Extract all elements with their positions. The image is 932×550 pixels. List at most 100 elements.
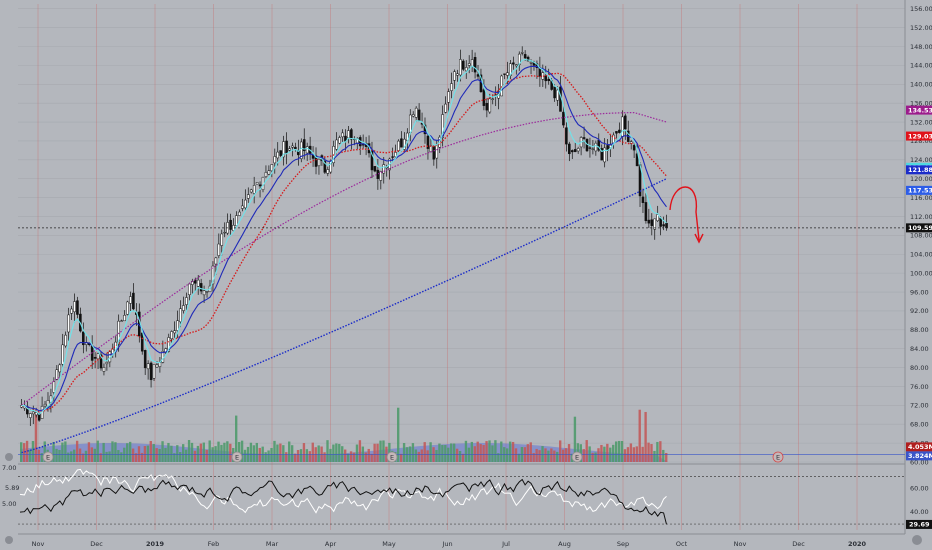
drawn-annotations[interactable] <box>18 186 905 455</box>
volume-bar <box>508 441 512 462</box>
candle-body <box>394 152 397 158</box>
volume-bar <box>614 441 618 462</box>
candle-body <box>376 169 380 179</box>
volume-bar <box>202 442 205 462</box>
time-axis[interactable]: Nov Dec 2019 Feb Mar Apr May Jun Jul Aug Sep Oct Nov… <box>32 540 867 548</box>
time-axis-label: 2019 <box>146 540 165 548</box>
candle-body <box>264 172 268 177</box>
price-tag-label: 3.824M <box>908 452 932 460</box>
volume-bar <box>373 443 376 462</box>
volume-bar <box>491 445 494 462</box>
earnings-marker-label: E <box>776 453 780 461</box>
volume-bar <box>117 450 120 462</box>
scroll-left-icon[interactable] <box>5 536 13 544</box>
scroll-left-icon[interactable] <box>5 453 13 461</box>
candle-body <box>441 114 444 139</box>
volume-bar <box>538 450 541 462</box>
volume-bar <box>308 451 312 462</box>
settings-gear-icon[interactable] <box>912 535 922 545</box>
volume-bar <box>488 440 491 462</box>
volume-bar <box>143 446 147 462</box>
volume-bar <box>126 443 129 462</box>
candle-body <box>67 314 70 333</box>
volume-bar <box>302 443 306 462</box>
price-tick-label: 88.00 <box>910 326 929 334</box>
volume-bar <box>229 443 232 462</box>
candle-body <box>482 89 486 106</box>
earnings-marker-label: E <box>390 453 394 461</box>
volume-bar <box>267 450 270 462</box>
volume-bar <box>31 441 35 462</box>
oscillator-pane: 7.00 5.89 5.00 60.00 40.00 29.69 <box>2 464 932 529</box>
price-tag <box>906 165 932 175</box>
candle-body <box>270 164 274 172</box>
volume-bar <box>146 445 150 462</box>
candle-body <box>529 62 533 64</box>
volume-bar <box>123 447 126 462</box>
earnings-marker <box>42 451 54 463</box>
price-axis[interactable]: 156.00 152.00 148.00 144.00 140.00 136.00 132.… <box>910 5 932 466</box>
price-tag <box>906 223 932 233</box>
candle-body <box>220 233 224 246</box>
volume-bar <box>64 441 67 462</box>
volume-bar <box>273 440 276 462</box>
volume-bar <box>470 441 474 462</box>
price-tick-label: 96.00 <box>910 288 929 296</box>
projection-arrowhead <box>694 233 704 244</box>
volume-bar <box>323 452 326 462</box>
volume-bar <box>317 445 320 462</box>
volume-bar <box>500 441 503 462</box>
volume-bar <box>205 449 208 462</box>
oscillator-main-line <box>19 478 667 525</box>
volume-bar <box>497 453 500 462</box>
volume-bar <box>414 449 418 462</box>
price-tick-label: 152.00 <box>910 24 932 32</box>
price-tick-label: 128.00 <box>910 137 932 145</box>
sma50-line <box>21 72 667 413</box>
time-axis-label: Mar <box>266 540 279 548</box>
price-tag <box>906 131 932 141</box>
volume-bar <box>155 448 158 462</box>
candle-body <box>223 231 226 234</box>
candle-body <box>302 139 306 152</box>
volume-bar <box>606 443 609 462</box>
moving-average-lines <box>21 58 667 454</box>
candle-body <box>659 217 662 227</box>
price-tag-label: 117.53 <box>908 187 932 195</box>
price-tick-label: 124.00 <box>910 156 932 164</box>
candle-body <box>335 139 338 150</box>
price-tag <box>906 185 932 195</box>
candle-body <box>267 170 271 175</box>
candle-body <box>459 59 462 76</box>
volume-bar <box>532 453 535 462</box>
candle-body <box>570 150 574 153</box>
candle-body <box>37 413 41 421</box>
time-axis-label: Aug <box>558 540 571 548</box>
volume-bar <box>379 440 382 462</box>
candle-body <box>435 144 439 159</box>
volume-bar <box>514 448 518 462</box>
candle-body <box>408 114 412 133</box>
volume-bar <box>609 447 612 462</box>
volume-bar <box>22 443 26 462</box>
candle-body <box>317 159 321 167</box>
earnings-marker <box>386 451 398 463</box>
candle-body <box>300 141 303 159</box>
candle-body <box>73 301 76 313</box>
candle-body <box>102 367 106 372</box>
candle-body <box>647 219 651 224</box>
earnings-marker-label: E <box>575 453 579 461</box>
oscillator-signal-line <box>19 468 667 514</box>
volume-bar <box>458 450 462 462</box>
volume-bar <box>237 442 241 462</box>
candle-body <box>105 361 109 365</box>
oscillator-tick-label: 40.00 <box>910 508 929 516</box>
candle-body <box>149 362 153 381</box>
volume-bar <box>355 444 359 462</box>
candle-body <box>503 73 506 75</box>
volume-bar <box>226 441 229 462</box>
volume-bars <box>20 407 668 462</box>
chart-controls[interactable] <box>5 453 922 545</box>
